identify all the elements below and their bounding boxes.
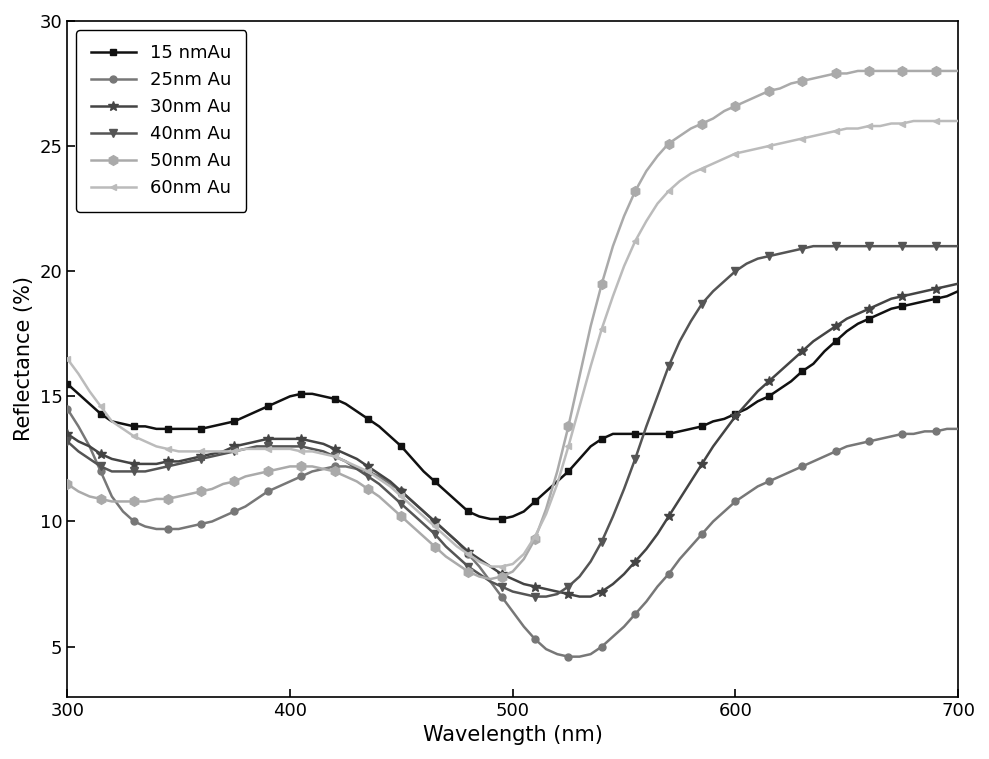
50nm Au (563, 422, 575, 431)
30nm Au (551, 587, 563, 596)
40nm Au (796, 244, 808, 254)
Line: 15 nmAu: 15 nmAu (64, 288, 961, 522)
50nm Au (885, 66, 897, 75)
25nm Au (629, 609, 641, 619)
30nm Au (730, 412, 742, 421)
50nm Au (952, 66, 964, 75)
40nm Au (61, 437, 73, 446)
15 nmAu (874, 309, 886, 318)
50nm Au (485, 575, 496, 584)
Line: 50nm Au: 50nm Au (62, 66, 963, 584)
40nm Au (529, 592, 541, 601)
40nm Au (563, 582, 575, 591)
25nm Au (61, 405, 73, 414)
40nm Au (629, 455, 641, 464)
60nm Au (952, 116, 964, 125)
15 nmAu (952, 287, 964, 296)
40nm Au (730, 266, 742, 276)
60nm Au (629, 237, 641, 246)
30nm Au (574, 592, 585, 601)
40nm Au (852, 241, 863, 250)
Line: 25nm Au: 25nm Au (64, 405, 961, 660)
30nm Au (874, 299, 886, 308)
60nm Au (841, 124, 853, 133)
50nm Au (61, 480, 73, 489)
25nm Au (563, 652, 575, 661)
50nm Au (796, 77, 808, 86)
60nm Au (908, 116, 920, 125)
Line: 30nm Au: 30nm Au (62, 279, 963, 601)
Legend: 15 nmAu, 25nm Au, 30nm Au, 40nm Au, 50nm Au, 60nm Au: 15 nmAu, 25nm Au, 30nm Au, 40nm Au, 50nm… (76, 30, 246, 212)
40nm Au (807, 241, 819, 250)
30nm Au (841, 314, 853, 323)
60nm Au (563, 442, 575, 451)
40nm Au (952, 241, 964, 250)
25nm Au (952, 424, 964, 433)
60nm Au (796, 134, 808, 143)
15 nmAu (796, 367, 808, 376)
25nm Au (796, 462, 808, 471)
15 nmAu (61, 380, 73, 389)
60nm Au (61, 354, 73, 364)
15 nmAu (730, 409, 742, 418)
50nm Au (730, 102, 742, 111)
15 nmAu (841, 326, 853, 335)
60nm Au (730, 149, 742, 158)
Line: 40nm Au: 40nm Au (63, 242, 962, 600)
50nm Au (629, 187, 641, 196)
Line: 60nm Au: 60nm Au (64, 118, 961, 570)
25nm Au (551, 650, 563, 659)
30nm Au (952, 279, 964, 288)
40nm Au (885, 241, 897, 250)
25nm Au (841, 442, 853, 451)
60nm Au (874, 121, 886, 131)
30nm Au (629, 557, 641, 566)
30nm Au (61, 430, 73, 439)
Y-axis label: Reflectance (%): Reflectance (%) (14, 276, 34, 441)
50nm Au (841, 69, 853, 78)
50nm Au (852, 66, 863, 75)
15 nmAu (563, 467, 575, 476)
25nm Au (874, 434, 886, 443)
X-axis label: Wavelength (nm): Wavelength (nm) (422, 725, 602, 745)
25nm Au (730, 497, 742, 506)
15 nmAu (629, 430, 641, 439)
30nm Au (796, 347, 808, 356)
15 nmAu (485, 515, 496, 524)
60nm Au (485, 562, 496, 571)
